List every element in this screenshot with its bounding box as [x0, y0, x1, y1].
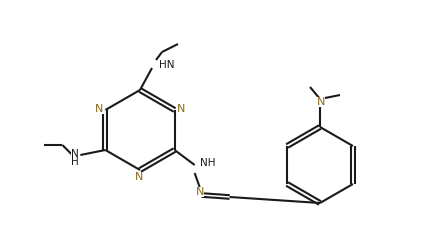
Text: HN: HN [159, 60, 174, 70]
Text: NH: NH [200, 158, 215, 168]
Text: H: H [71, 157, 78, 167]
Text: N: N [176, 104, 185, 114]
Text: N: N [317, 97, 325, 107]
Text: N: N [95, 104, 104, 114]
Text: N: N [195, 187, 204, 197]
Text: N: N [135, 172, 143, 182]
Text: N: N [71, 149, 78, 159]
